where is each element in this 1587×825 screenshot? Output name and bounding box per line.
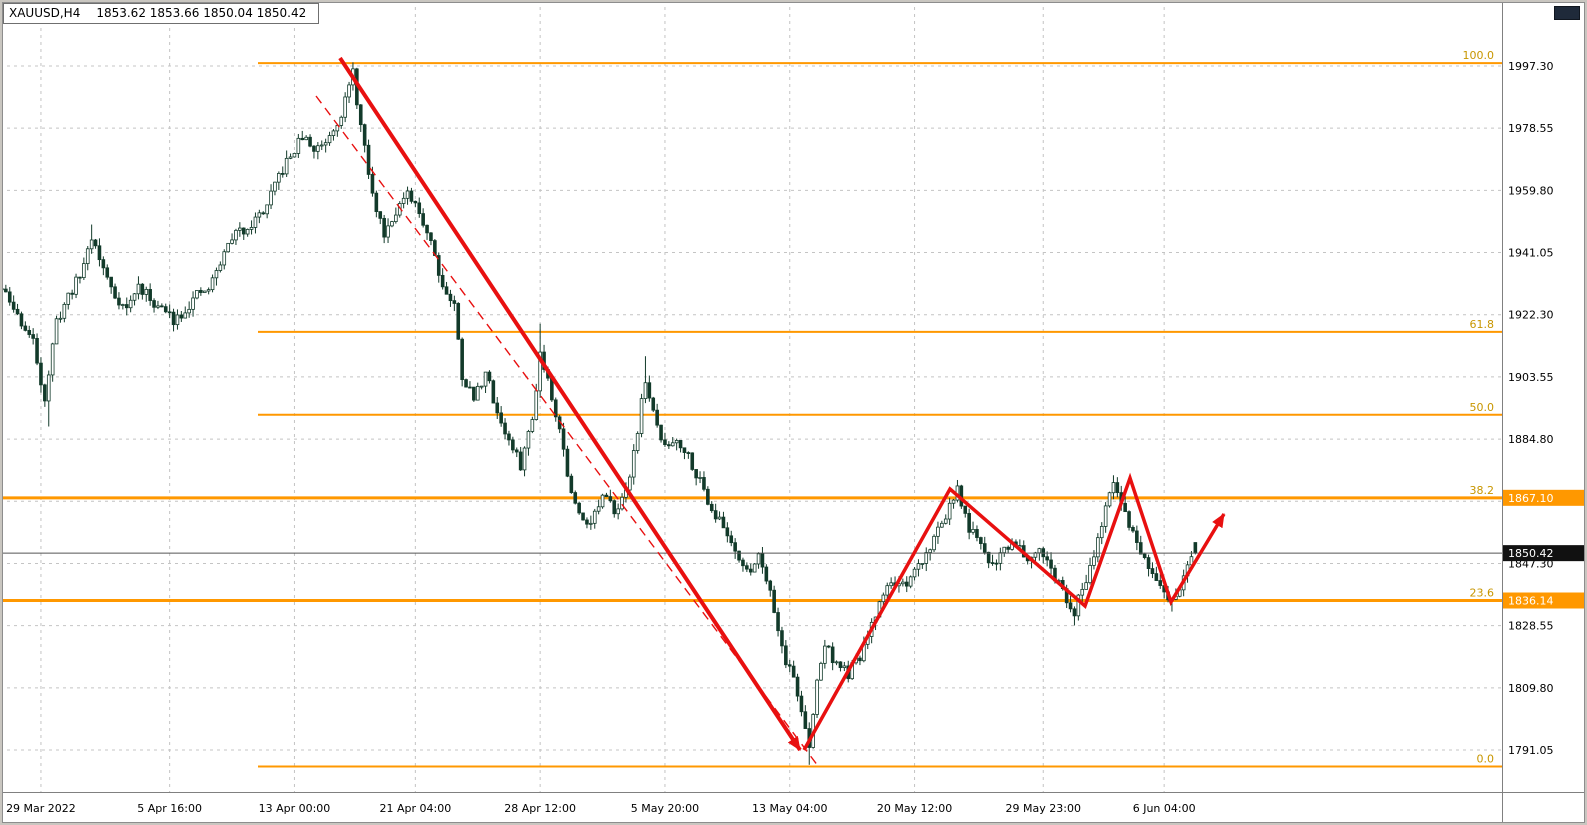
price-axis-label: 1997.30 [1508,60,1554,73]
hline-price-badge-label: 1836.14 [1508,595,1554,608]
time-axis[interactable] [0,792,1502,825]
hline-price-badge [1503,489,1586,506]
date-axis-label: 13 May 04:00 [752,802,827,815]
fib-level-label: 100.0 [1463,49,1495,62]
downtrend-arrow[interactable] [338,56,802,752]
date-axis-labels: 29 Mar 2022 5 Apr 16:00 13 Apr 00:00 21 Apr… [6,802,1196,815]
trend-annotations[interactable] [315,56,1226,767]
zigzag-forecast-arrow[interactable] [802,472,1226,751]
price-axis-labels: 1997.30 1978.55 1959.80 1941.05 1922.30 1903.… [1508,60,1554,757]
price-axis-label: 1978.55 [1508,122,1554,135]
current-price-badge-label: 1850.42 [1508,547,1554,560]
hline-price-badge [1503,592,1586,609]
current-price-badge [1503,545,1586,562]
date-axis-label: 29 May 23:00 [1006,802,1081,815]
price-axis-label: 1922.30 [1508,309,1554,322]
date-axis-label: 5 Apr 16:00 [137,802,202,815]
price-axis-label: 1828.55 [1508,620,1554,633]
corner-widget [1554,6,1580,20]
fib-level-label: 38.2 [1470,484,1495,497]
horizontal-line-objects[interactable] [0,496,1502,603]
symbol-timeframe-label: XAUUSD,H4 [9,6,81,20]
fib-level-label: 23.6 [1470,587,1495,600]
price-axis-label: 1959.80 [1508,184,1554,197]
ohlc-readout: 1853.62 1853.66 1850.04 1850.42 [96,6,307,20]
fib-level-label: 50.0 [1470,401,1495,414]
date-axis-label: 6 Jun 04:00 [1133,802,1196,815]
date-axis-label: 20 May 12:00 [877,802,952,815]
price-axis-label: 1791.05 [1508,744,1554,757]
candles [0,62,1198,765]
chart-title: XAUUSD,H4 1853.62 1853.66 1850.04 1850.4… [3,3,320,24]
date-axis-label: 13 Apr 00:00 [259,802,331,815]
fib-level-label: 61.8 [1470,318,1495,331]
date-axis-label: 21 Apr 04:00 [379,802,451,815]
horizontal-gridlines [0,65,1502,751]
fib-level-label: 0.0 [1477,752,1495,765]
date-axis-label: 5 May 20:00 [631,802,699,815]
price-axis-label: 1884.80 [1508,433,1554,446]
price-badges: 1867.10 1836.14 1850.42 [1503,489,1586,609]
price-axis-label: 1941.05 [1508,247,1554,260]
hline-price-badge-label: 1867.10 [1508,492,1554,505]
price-axis-label: 1903.55 [1508,371,1554,384]
price-axis-label: 1809.80 [1508,682,1554,695]
date-axis-label: 29 Mar 2022 [6,802,76,815]
date-axis-label: 28 Apr 12:00 [504,802,576,815]
price-axis[interactable] [1502,0,1587,825]
